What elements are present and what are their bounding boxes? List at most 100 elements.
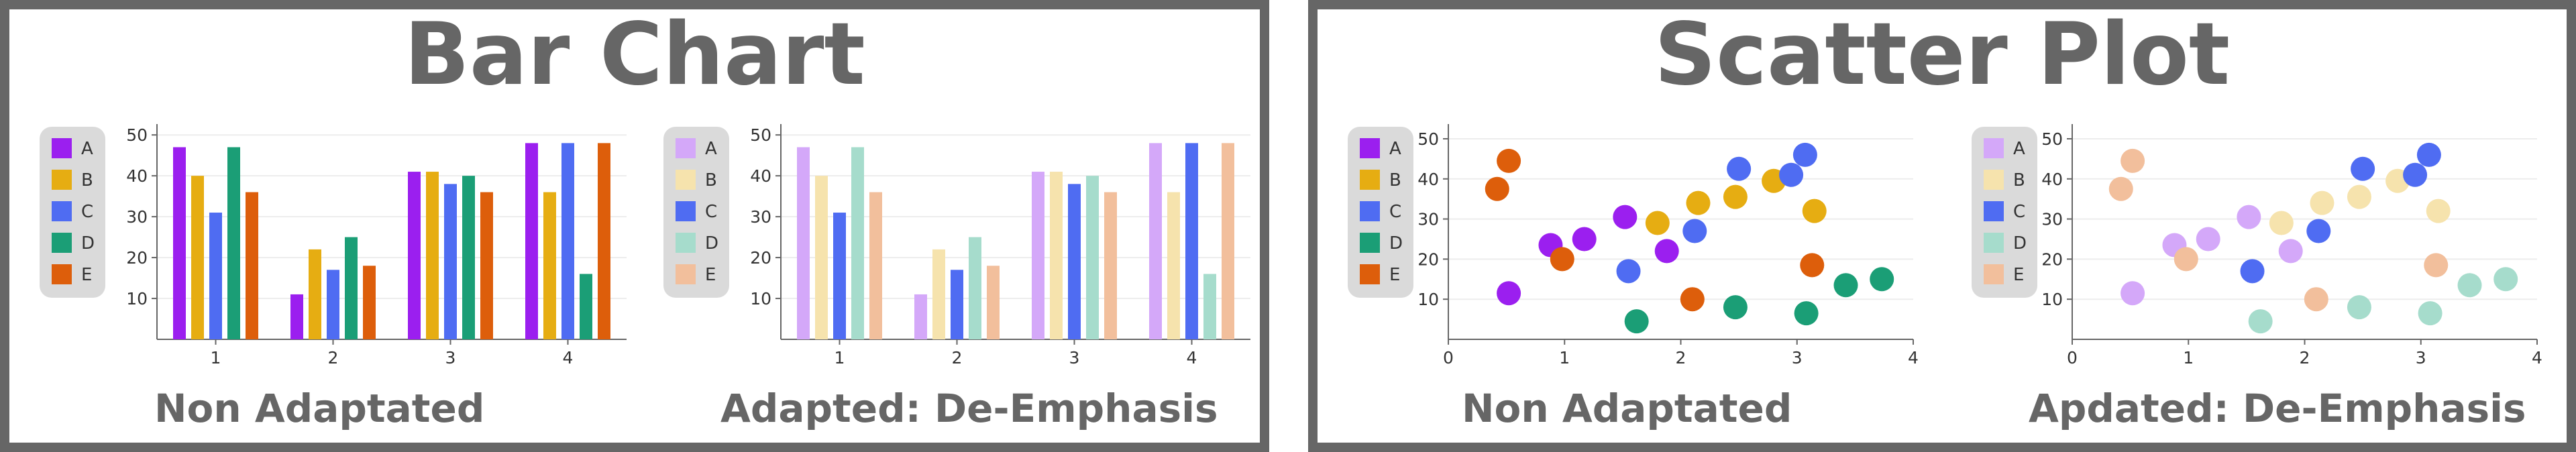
point-D (1870, 267, 1894, 292)
point-A (2237, 205, 2261, 229)
x-tick-label: 3 (1069, 348, 1080, 368)
x-tick-label: 3 (445, 348, 456, 368)
x-tick-label: 2 (952, 348, 963, 368)
bar-A (408, 172, 421, 339)
bar-B (426, 172, 439, 339)
bar-E (987, 266, 1000, 339)
bar-C (561, 143, 574, 339)
legend-label: B (2013, 170, 2025, 190)
point-C (2403, 162, 2428, 187)
bar-B (1167, 192, 1180, 339)
legend-label: E (705, 265, 716, 285)
point-D (1794, 301, 1819, 326)
bar-E (1222, 143, 1234, 339)
bar-C (951, 270, 963, 339)
point-C (1682, 219, 1707, 243)
bar-E (1104, 192, 1117, 339)
bar-C (327, 270, 339, 339)
point-E (2108, 176, 2133, 201)
legend-label: A (1389, 139, 1401, 159)
point-C (2351, 156, 2375, 181)
point-E (2174, 247, 2198, 272)
bar-C (833, 213, 846, 339)
y-tick-label: 50 (750, 125, 771, 145)
point-A (1613, 205, 1638, 229)
bar-B (309, 249, 321, 339)
y-tick-label: 20 (126, 248, 148, 268)
legend-swatch (1984, 170, 2004, 190)
legend-swatch (52, 201, 72, 221)
point-B (2310, 190, 2334, 215)
bar-E (363, 266, 376, 339)
point-B (2347, 184, 2371, 209)
legend-label: C (1389, 202, 1401, 222)
y-tick-label: 30 (750, 207, 771, 227)
bar-E (246, 192, 258, 339)
legend-label: C (2013, 202, 2025, 222)
legend-label: A (2013, 139, 2025, 159)
y-tick-label: 30 (126, 207, 148, 227)
x-tick-label: 3 (1792, 348, 1803, 368)
point-B (1645, 211, 1670, 235)
point-B (2269, 211, 2294, 235)
bar-D (462, 176, 475, 339)
bar-D (969, 237, 981, 339)
point-A (2278, 239, 2303, 264)
x-tick-label: 0 (2067, 348, 2078, 368)
point-A (2196, 227, 2220, 251)
bar-C (1185, 143, 1198, 339)
x-tick-label: 2 (2300, 348, 2310, 368)
bar-C (1068, 184, 1081, 339)
bar-A (914, 294, 927, 339)
x-tick-label: 4 (2532, 348, 2542, 368)
x-tick-label: 4 (1187, 348, 1197, 368)
point-E (2424, 253, 2449, 278)
legend-label: D (81, 233, 95, 253)
point-E (2304, 287, 2328, 312)
x-tick-label: 3 (2416, 348, 2426, 368)
legend-label: D (2013, 233, 2027, 253)
caption-de-emphasis: Apdated: De-Emphasis (2029, 386, 2526, 431)
y-tick-label: 50 (126, 125, 148, 145)
x-tick-label: 1 (835, 348, 845, 368)
legend-swatch (676, 138, 696, 158)
point-C (2306, 219, 2331, 243)
legend-label: A (81, 139, 93, 159)
legend-swatch (52, 138, 72, 158)
bar-A (173, 147, 186, 339)
point-C (1616, 259, 1641, 284)
legend-label: E (1389, 265, 1400, 285)
bar-E (480, 192, 493, 339)
point-E (2121, 148, 2145, 173)
point-B (1723, 184, 1748, 209)
bar-E (869, 192, 882, 339)
y-tick-label: 30 (1417, 210, 1439, 229)
legend-swatch (1360, 201, 1380, 221)
bar-A (797, 147, 810, 339)
caption-non-adapted: Non Adaptated (154, 386, 485, 431)
legend-box (40, 127, 105, 298)
y-tick-label: 50 (2041, 129, 2063, 149)
legend-swatch (52, 233, 72, 253)
bar-A (525, 143, 538, 339)
bar-D (1203, 274, 1216, 339)
y-tick-label: 10 (126, 289, 148, 308)
legend-swatch (676, 233, 696, 253)
legend-label: B (705, 170, 717, 190)
bar-D (227, 147, 240, 339)
bar-A (1032, 172, 1044, 339)
legend-label: E (2013, 265, 2024, 285)
legend-box (1348, 127, 1413, 298)
y-tick-label: 20 (2041, 249, 2063, 269)
bar-chart-panel: Bar Chart A B C D E 10 20 30 40 50 1 2 3 4 A B C D E 10 20 3… (0, 0, 1269, 452)
legend-swatch (1984, 138, 2004, 158)
legend-swatch (676, 201, 696, 221)
caption-de-emphasis: Adapted: De-Emphasis (720, 386, 1218, 431)
legend-label: A (705, 139, 717, 159)
point-D (2347, 295, 2371, 320)
legend-swatch (52, 264, 72, 284)
point-E (1680, 287, 1705, 312)
